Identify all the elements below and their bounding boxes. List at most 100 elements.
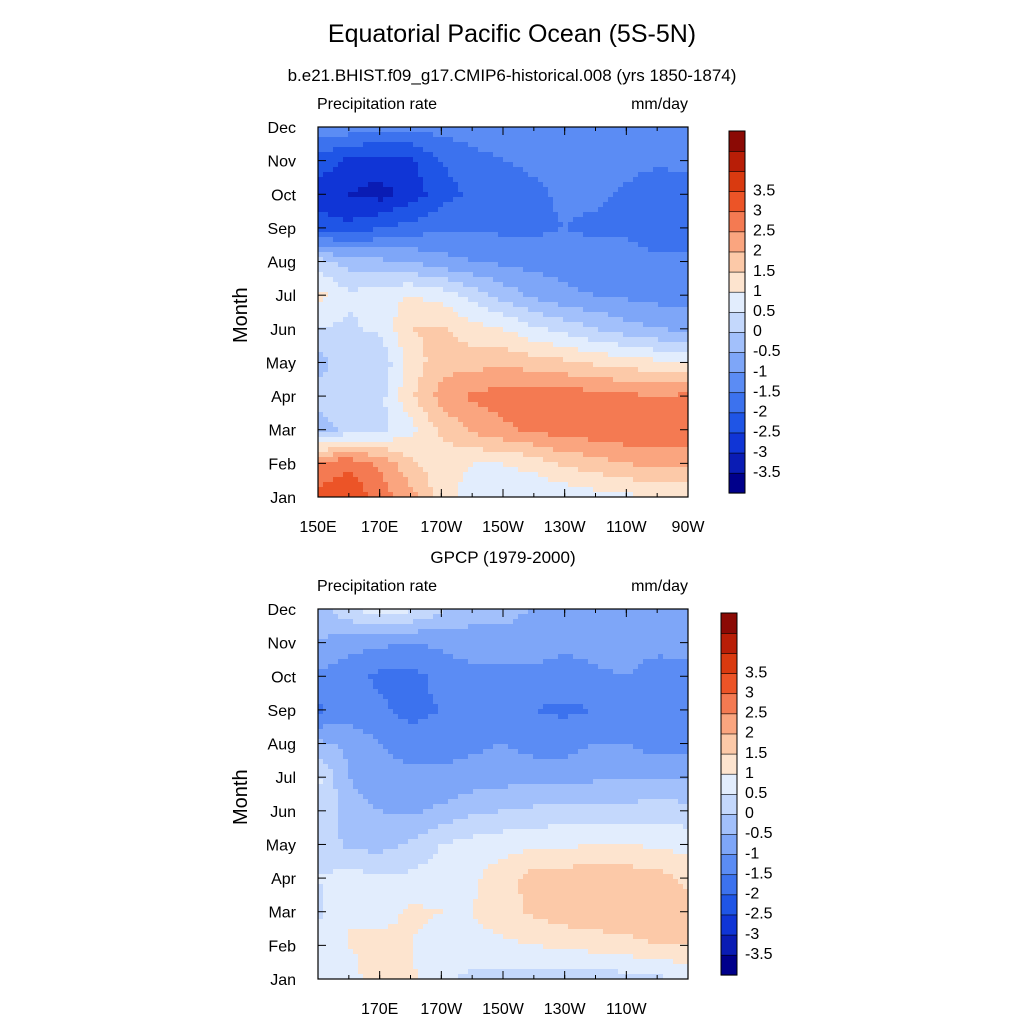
field-cell	[483, 387, 489, 393]
field-cell	[398, 172, 404, 178]
field-cell	[648, 357, 654, 363]
field-cell	[463, 257, 469, 263]
field-cell	[463, 332, 469, 338]
field-cell	[463, 422, 469, 428]
field-cell	[658, 457, 664, 463]
field-cell	[643, 307, 649, 313]
field-cell	[628, 252, 634, 258]
field-cell	[618, 197, 624, 203]
field-cell	[493, 132, 499, 138]
field-cell	[403, 332, 409, 338]
field-cell	[513, 322, 519, 328]
field-cell	[608, 432, 614, 438]
field-cell	[398, 367, 404, 373]
field-cell	[398, 247, 404, 253]
field-cell	[473, 247, 479, 253]
field-cell	[573, 237, 579, 243]
field-cell	[348, 392, 354, 398]
field-cell	[373, 407, 379, 413]
field-cell	[583, 197, 589, 203]
field-cell	[403, 202, 409, 208]
field-cell	[568, 417, 574, 423]
field-cell	[548, 297, 554, 303]
field-cell	[348, 152, 354, 158]
field-cell	[533, 417, 539, 423]
field-cell	[538, 277, 544, 283]
field-cell	[513, 352, 519, 358]
field-cell	[668, 402, 674, 408]
field-cell	[338, 387, 344, 393]
field-cell	[523, 172, 529, 178]
field-cell	[413, 382, 419, 388]
field-cell	[338, 267, 344, 273]
field-cell	[343, 197, 349, 203]
field-cell	[373, 392, 379, 398]
field-cell	[613, 362, 619, 368]
field-cell	[678, 147, 684, 153]
field-cell	[443, 212, 449, 218]
field-cell	[523, 457, 529, 463]
field-cell	[683, 157, 688, 163]
field-cell	[368, 207, 374, 213]
field-cell	[473, 362, 479, 368]
field-cell	[348, 342, 354, 348]
field-cell	[323, 152, 329, 158]
field-cell	[658, 287, 664, 293]
field-cell	[633, 172, 639, 178]
field-cell	[598, 447, 604, 453]
field-cell	[443, 337, 449, 343]
field-cell	[458, 207, 464, 213]
field-cell	[478, 357, 484, 363]
field-cell	[433, 362, 439, 368]
field-cell	[528, 437, 534, 443]
field-cell	[343, 427, 349, 433]
field-cell	[383, 427, 389, 433]
field-cell	[393, 247, 399, 253]
field-cell	[348, 387, 354, 393]
field-cell	[363, 222, 369, 228]
field-cell	[363, 217, 369, 223]
field-cell	[508, 252, 514, 258]
field-cell	[683, 142, 688, 148]
field-cell	[433, 157, 439, 163]
field-cell	[528, 197, 534, 203]
field-cell	[448, 127, 454, 133]
field-cell	[593, 287, 599, 293]
field-cell	[463, 207, 469, 213]
field-cell	[653, 452, 659, 458]
field-cell	[668, 387, 674, 393]
field-cell	[663, 282, 669, 288]
field-cell	[643, 132, 649, 138]
field-cell	[648, 202, 654, 208]
field-cell	[413, 277, 419, 283]
field-cell	[608, 437, 614, 443]
field-cell	[478, 422, 484, 428]
field-cell	[353, 142, 359, 148]
field-cell	[438, 162, 444, 168]
panel1-variable-label: Precipitation rate	[317, 96, 438, 113]
field-cell	[403, 247, 409, 253]
field-cell	[553, 272, 559, 278]
field-cell	[393, 397, 399, 403]
field-cell	[458, 337, 464, 343]
field-cell	[393, 212, 399, 218]
field-cell	[353, 197, 359, 203]
field-cell	[658, 342, 664, 348]
field-cell	[483, 357, 489, 363]
field-cell	[513, 357, 519, 363]
field-cell	[498, 342, 504, 348]
field-cell	[443, 217, 449, 223]
field-cell	[383, 187, 389, 193]
field-cell	[503, 162, 509, 168]
field-cell	[388, 322, 394, 328]
field-cell	[413, 237, 419, 243]
field-cell	[603, 337, 609, 343]
field-cell	[578, 327, 584, 333]
field-cell	[508, 407, 514, 413]
field-cell	[548, 402, 554, 408]
field-cell	[648, 242, 654, 248]
field-cell	[443, 372, 449, 378]
field-cell	[668, 377, 674, 383]
field-cell	[343, 312, 349, 318]
field-cell	[393, 312, 399, 318]
